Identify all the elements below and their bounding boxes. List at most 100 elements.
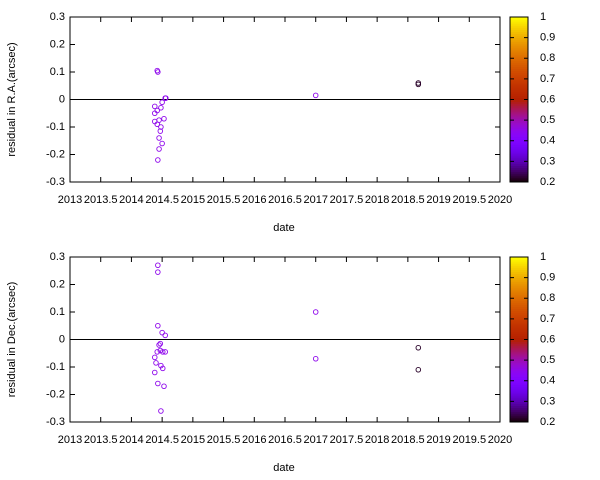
x-tick-label: 2014.5 — [145, 434, 179, 446]
colorbar-segment — [510, 391, 528, 394]
colorbar-segment — [510, 265, 528, 268]
y-tick-label: 0.3 — [50, 11, 65, 23]
y-tick-label: 0.1 — [50, 306, 65, 318]
colorbar-segment — [510, 157, 528, 160]
x-tick-label: 2019.5 — [452, 194, 486, 206]
colorbar-tick-label: 1 — [540, 11, 546, 23]
colorbar-segment — [510, 47, 528, 51]
colorbar-segment — [510, 320, 528, 324]
colorbar-segment — [510, 136, 528, 140]
colorbar-segment — [510, 271, 528, 274]
colorbar-segment — [510, 415, 528, 419]
colorbar-segment — [510, 134, 528, 138]
colorbar-segment — [510, 399, 528, 402]
y-tick-label: -0.3 — [46, 416, 65, 428]
data-point — [155, 269, 161, 275]
colorbar-segment — [510, 382, 528, 386]
data-point — [415, 345, 422, 351]
colorbar-segment — [510, 80, 528, 84]
colorbar-segment — [510, 287, 528, 291]
colorbar-segment — [510, 144, 528, 148]
colorbar-segment — [510, 296, 528, 299]
colorbar-segment — [510, 179, 528, 183]
x-tick-label: 2013 — [58, 194, 82, 206]
colorbar-segment — [510, 275, 528, 279]
x-axis-label: date — [273, 462, 294, 474]
colorbar-segment — [510, 333, 528, 336]
colorbar-segment — [510, 105, 528, 109]
x-tick-label: 2016 — [242, 194, 266, 206]
colorbar-segment — [510, 362, 528, 365]
colorbar-tick-label: 0.7 — [540, 313, 555, 325]
x-tick-label: 2017.5 — [330, 434, 364, 446]
data-point — [152, 369, 158, 376]
data-point — [415, 81, 422, 88]
colorbar-segment — [510, 126, 528, 129]
x-tick-label: 2017 — [303, 194, 327, 206]
colorbar-segment — [510, 397, 528, 400]
colorbar-segment — [510, 165, 528, 169]
colorbar-segment — [510, 155, 528, 158]
colorbar-segment — [510, 62, 528, 65]
colorbar-tick-label: 0.5 — [540, 114, 555, 126]
x-tick-label: 2014 — [119, 434, 143, 446]
colorbar-segment — [510, 374, 528, 378]
colorbar-segment — [510, 389, 528, 392]
colorbar-segment — [510, 304, 528, 307]
x-tick-label: 2013.5 — [84, 194, 118, 206]
data-point — [155, 69, 161, 75]
colorbar-segment — [510, 329, 528, 332]
colorbar-segment — [510, 142, 528, 146]
colorbar-segment — [510, 78, 528, 82]
data-point — [162, 349, 168, 355]
colorbar-segment — [510, 325, 528, 328]
data-point — [152, 354, 158, 361]
colorbar-segment — [510, 153, 528, 156]
colorbar-segment — [510, 17, 528, 20]
y-tick-label: 0.2 — [50, 278, 65, 290]
colorbar-segment — [510, 393, 528, 396]
colorbar-segment — [510, 175, 528, 179]
colorbar-segment — [510, 149, 528, 152]
colorbar-segment — [510, 159, 528, 162]
colorbar-segment — [510, 384, 528, 388]
colorbar-segment — [510, 341, 528, 345]
colorbar-segment — [510, 403, 528, 406]
colorbar-tick-label: 0.2 — [540, 176, 555, 188]
colorbar-segment — [510, 33, 528, 37]
colorbar-tick-label: 0.4 — [540, 375, 555, 387]
colorbar-segment — [510, 23, 528, 26]
x-tick-label: 2019.5 — [452, 434, 486, 446]
data-point — [155, 262, 161, 269]
colorbar-segment — [510, 122, 528, 125]
colorbar-segment — [510, 380, 528, 384]
colorbar-segment — [510, 173, 528, 177]
colorbar-segment — [510, 99, 528, 103]
colorbar-segment — [510, 343, 528, 347]
colorbar-tick-label: 0.5 — [540, 354, 555, 366]
colorbar-segment — [510, 107, 528, 111]
colorbar-segment — [510, 163, 528, 166]
colorbar-segment — [510, 72, 528, 76]
data-point — [158, 408, 164, 414]
colorbar-segment — [510, 349, 528, 353]
data-point — [156, 342, 162, 348]
y-tick-label: 0 — [59, 333, 65, 345]
colorbar-segment — [510, 323, 528, 326]
colorbar-segment — [510, 128, 528, 131]
colorbar-segment — [510, 368, 528, 371]
x-tick-label: 2015.5 — [207, 194, 241, 206]
colorbar-segment — [510, 316, 528, 320]
colorbar-segment — [510, 302, 528, 305]
data-point — [159, 140, 165, 147]
colorbar-segment — [510, 358, 528, 361]
x-tick-label: 2016.5 — [268, 194, 302, 206]
colorbar-segment — [510, 419, 528, 423]
colorbar-segment — [510, 91, 528, 94]
colorbar-segment — [510, 347, 528, 351]
colorbar-segment — [510, 89, 528, 92]
colorbar-segment — [510, 401, 528, 404]
colorbar-segment — [510, 31, 528, 34]
colorbar-segment — [510, 151, 528, 154]
colorbar-segment — [510, 281, 528, 285]
